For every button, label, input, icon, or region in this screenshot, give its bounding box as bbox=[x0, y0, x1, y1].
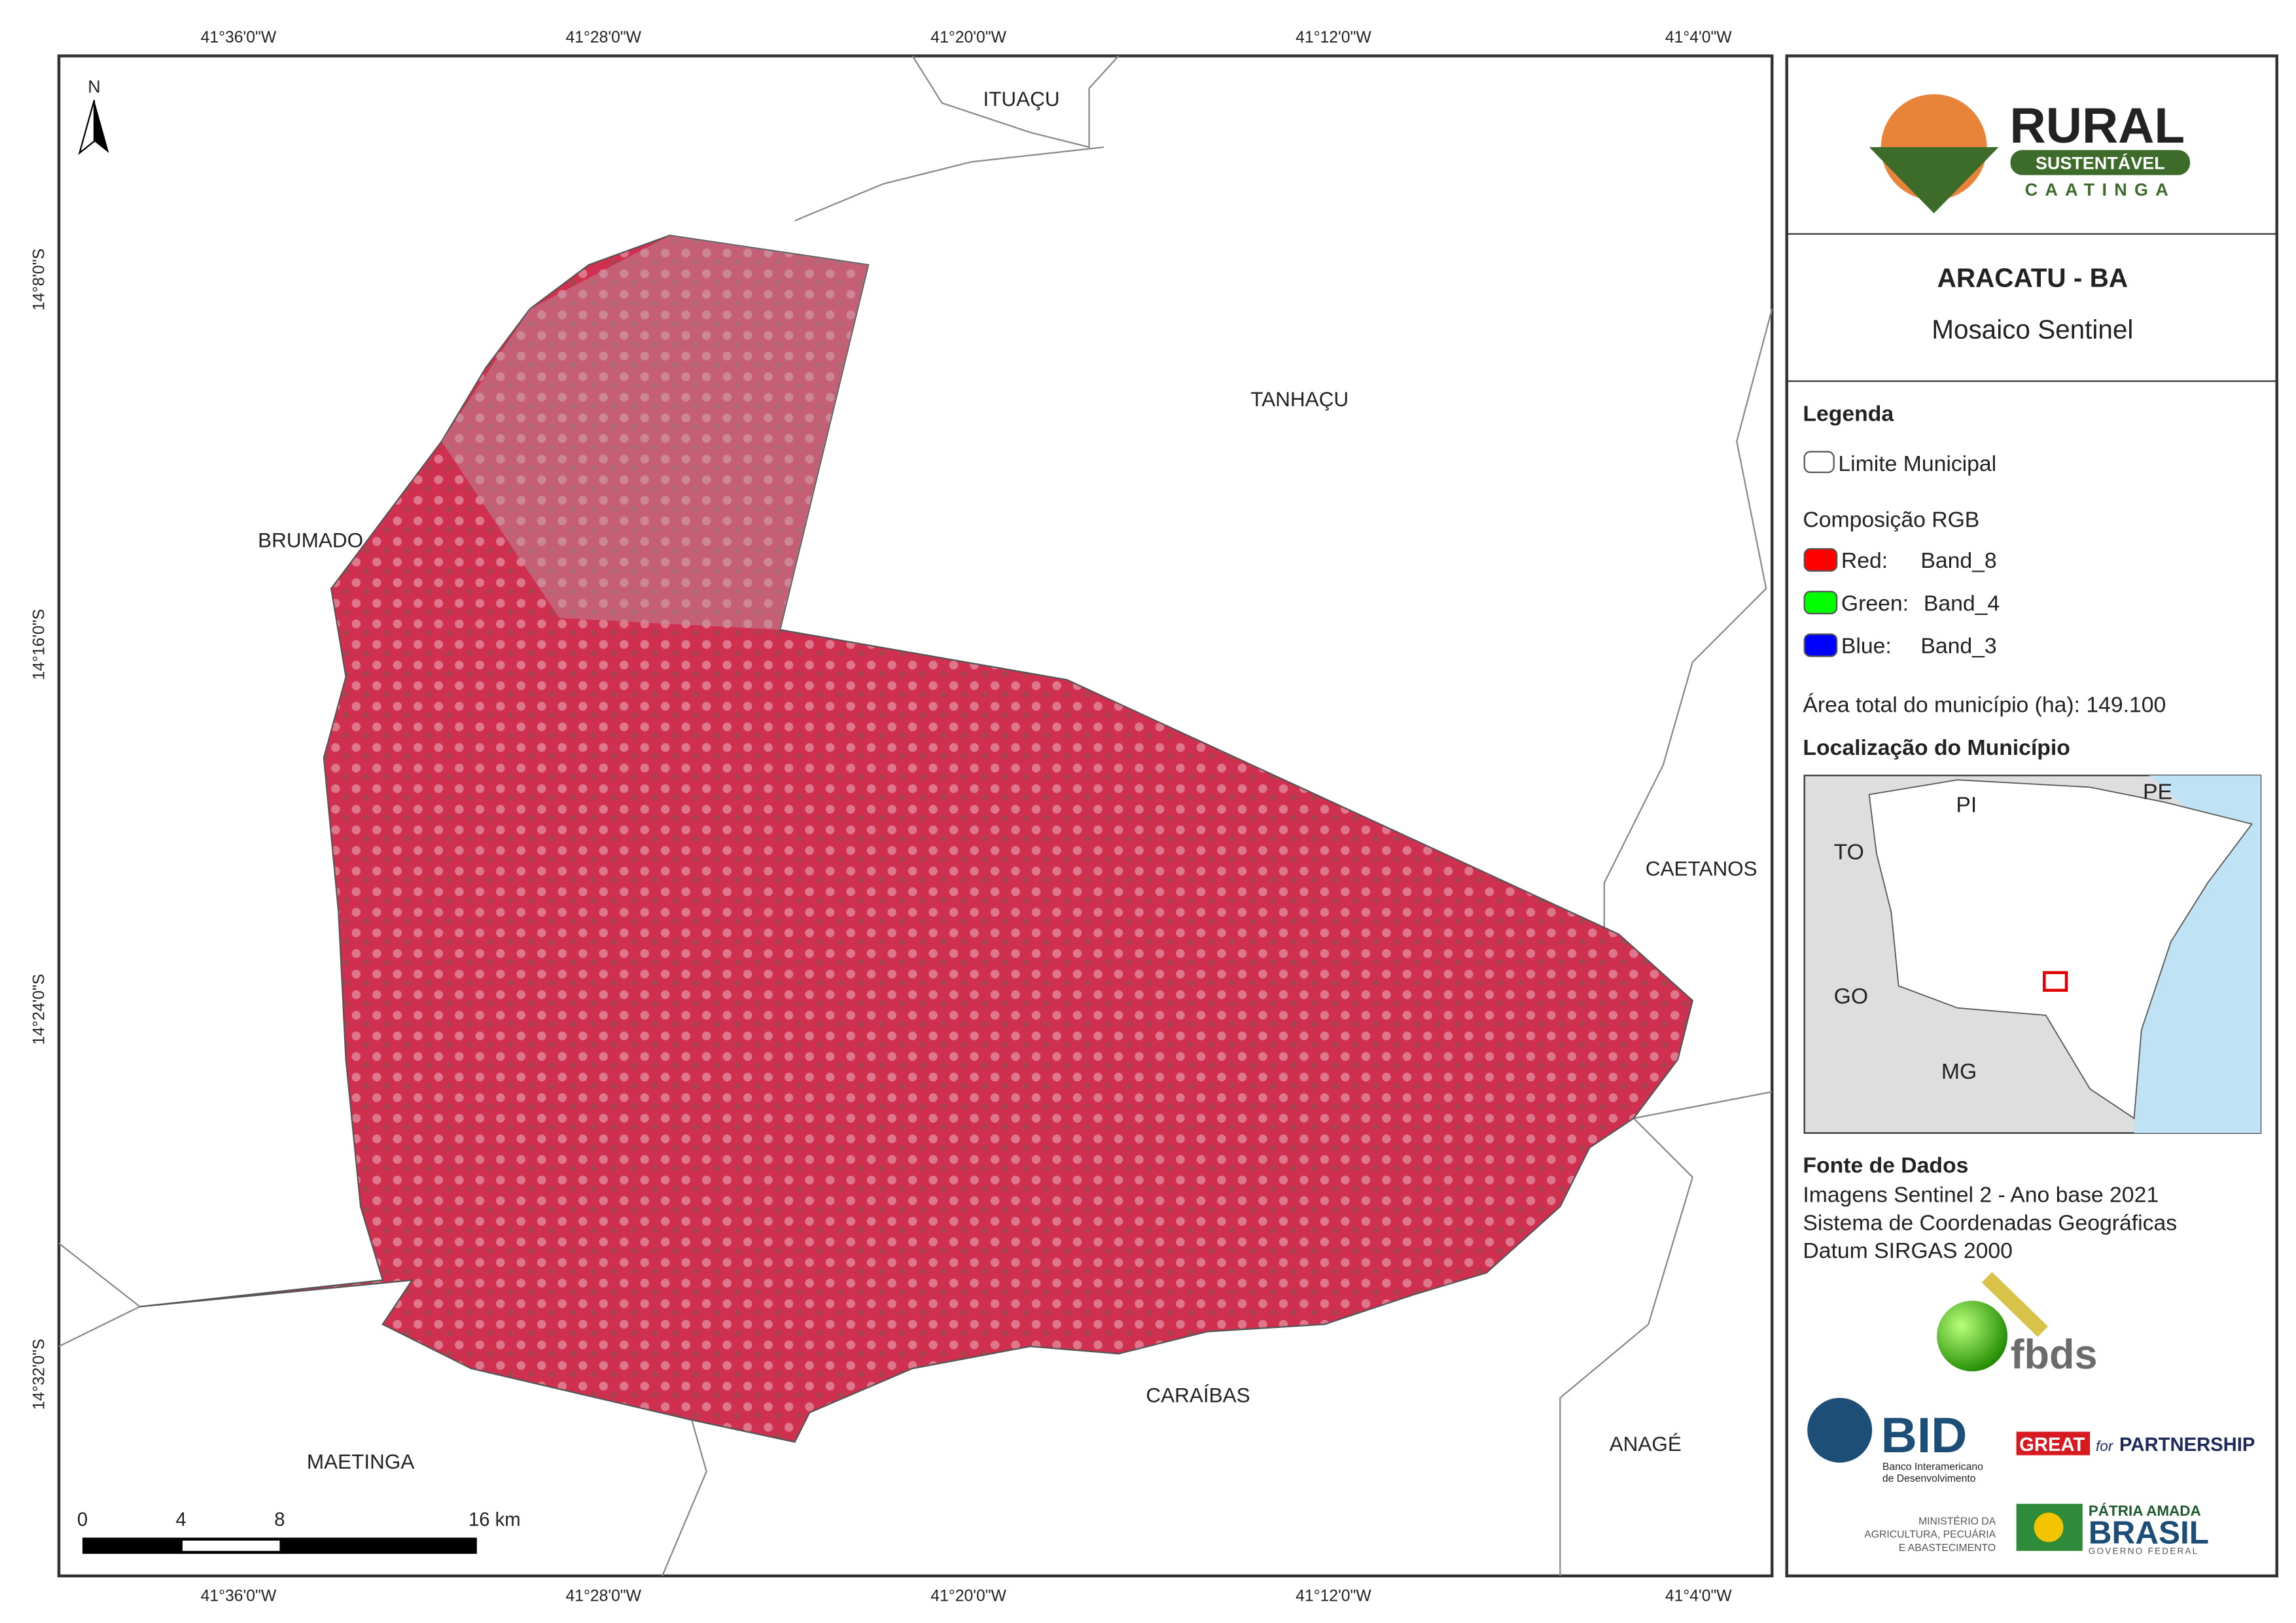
sources: Fonte de Dados Imagens Sentinel 2 - Ano … bbox=[1803, 1153, 2177, 1263]
lon-label: 41°12'0"W bbox=[1296, 1587, 1371, 1605]
lon-label: 41°20'0"W bbox=[930, 1587, 1006, 1605]
lon-label: 41°36'0"W bbox=[201, 1587, 277, 1605]
north-label: N bbox=[88, 77, 101, 97]
neighbor-boundaries bbox=[58, 55, 1773, 1577]
scale-label: 16 km bbox=[468, 1510, 521, 1531]
gov-text: BRASIL bbox=[2089, 1515, 2209, 1551]
source-line: Datum SIRGAS 2000 bbox=[1803, 1238, 2012, 1263]
inset-label: MG bbox=[1941, 1059, 1977, 1084]
lon-label: 41°20'0"W bbox=[930, 29, 1006, 46]
place-label: ANAGÉ bbox=[1610, 1432, 1682, 1456]
lat-label: 14°16'0"S bbox=[31, 609, 48, 680]
logo-band: SUSTENTÁVEL bbox=[2036, 153, 2165, 173]
coordinate-labels: 41°36'0"W 41°28'0"W 41°20'0"W 41°12'0"W … bbox=[31, 29, 1733, 1605]
legend: Legenda Limite Municipal Composição RGB … bbox=[1803, 401, 2166, 760]
ministry-text: MINISTÉRIO DA bbox=[1918, 1514, 1996, 1527]
legend-band: Band_3 bbox=[1920, 634, 1996, 659]
area-text: Área total do município (ha): 149.100 bbox=[1803, 693, 2166, 718]
lon-label: 41°28'0"W bbox=[565, 29, 641, 46]
legend-band: Band_4 bbox=[1924, 591, 2000, 616]
bid-logo: BID bbox=[1881, 1408, 1968, 1463]
legend-subtitle: Composição RGB bbox=[1803, 507, 1979, 532]
legend-item: Limite Municipal bbox=[1838, 451, 1996, 476]
partner-logos: fbds BID Banco Interamericano de Desenvo… bbox=[1807, 1272, 2255, 1556]
place-label: MAETINGA bbox=[307, 1450, 414, 1473]
texture-overlay bbox=[441, 235, 869, 630]
scale-label: 0 bbox=[77, 1510, 88, 1531]
legend-channel: Blue: bbox=[1841, 634, 1892, 659]
great-logo: GREAT bbox=[2019, 1435, 2085, 1456]
lat-label: 14°8'0"S bbox=[31, 249, 48, 311]
legend-channel: Green: bbox=[1841, 591, 1909, 616]
place-label: CAETANOS bbox=[1646, 856, 1757, 880]
logo-name: RURAL bbox=[2010, 98, 2185, 154]
inset-label: PI bbox=[1956, 793, 1977, 818]
inset-label: GO bbox=[1834, 984, 1868, 1009]
lat-label: 14°32'0"S bbox=[31, 1339, 48, 1410]
source-line: Sistema de Coordenadas Geográficas bbox=[1803, 1210, 2177, 1235]
scale-label: 4 bbox=[176, 1510, 186, 1531]
lon-label: 41°36'0"W bbox=[201, 29, 277, 46]
lon-label: 41°28'0"W bbox=[565, 1587, 641, 1605]
inset-map: PI PE TO GO MG bbox=[1803, 775, 2262, 1134]
map-title: ARACATU - BA bbox=[1937, 263, 2128, 293]
lon-label: 41°4'0"W bbox=[1665, 1587, 1732, 1605]
map-subtitle: Mosaico Sentinel bbox=[1932, 314, 2133, 344]
source-line: Imagens Sentinel 2 - Ano base 2021 bbox=[1803, 1183, 2159, 1208]
place-label: TANHAÇU bbox=[1250, 387, 1349, 411]
scale-label: 8 bbox=[274, 1510, 285, 1531]
bid-text: de Desenvolvimento bbox=[1882, 1473, 1976, 1484]
scale-bar: 0 4 8 16 km bbox=[77, 1510, 521, 1554]
inset-label: TO bbox=[1834, 840, 1864, 865]
sources-title: Fonte de Dados bbox=[1803, 1153, 1968, 1178]
legend-title: Legenda bbox=[1803, 401, 1894, 426]
logo-region: CAATINGA bbox=[2025, 180, 2176, 200]
place-label: BRUMADO bbox=[258, 529, 363, 552]
place-label: CARAÍBAS bbox=[1146, 1384, 1250, 1407]
legend-channel: Red: bbox=[1841, 548, 1888, 573]
municipality-mosaic bbox=[139, 234, 1694, 1443]
inset-label: PE bbox=[2143, 779, 2172, 804]
north-arrow: N bbox=[78, 77, 109, 155]
gov-text: GOVERNO FEDERAL bbox=[2089, 1546, 2199, 1556]
lat-label: 14°24'0"S bbox=[31, 974, 48, 1045]
great-for: for bbox=[2096, 1438, 2114, 1454]
lon-label: 41°12'0"W bbox=[1296, 29, 1371, 46]
place-label: ITUAÇU bbox=[983, 87, 1059, 111]
ministry-text: AGRICULTURA, PECUÁRIA bbox=[1864, 1528, 1996, 1541]
inset-title: Localização do Município bbox=[1803, 735, 2070, 760]
ministry-text: E ABASTECIMENTO bbox=[1899, 1543, 1996, 1554]
rural-logo: RURAL SUSTENTÁVEL CAATINGA bbox=[1869, 94, 2191, 214]
gov-text: PÁTRIA AMADA bbox=[2089, 1503, 2201, 1519]
lon-label: 41°4'0"W bbox=[1665, 29, 1732, 46]
place-labels: ITUAÇU TANHAÇU BRUMADO CAETANOS CARAÍBAS… bbox=[258, 87, 1757, 1473]
fbds-logo: fbds bbox=[2011, 1332, 2098, 1378]
great-partnership: PARTNERSHIP bbox=[2119, 1435, 2255, 1456]
legend-band: Band_8 bbox=[1920, 548, 1996, 573]
bid-text: Banco Interamericano bbox=[1882, 1461, 1983, 1473]
